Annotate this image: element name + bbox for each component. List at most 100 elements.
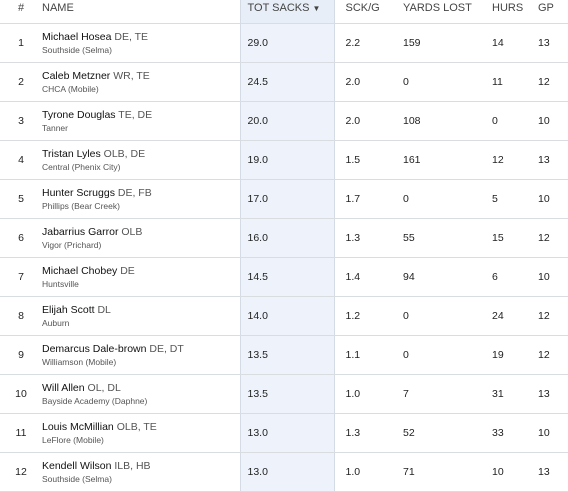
player-name-link[interactable]: Jabarrius Garror xyxy=(42,226,119,238)
player-position: DE xyxy=(120,265,135,277)
player-school-link[interactable]: Vigor (Prichard) xyxy=(42,240,102,250)
yards-lost-cell: 108 xyxy=(396,101,485,141)
yards-lost-header[interactable]: YARDS LOST xyxy=(396,0,485,24)
yards-lost-cell: 52 xyxy=(396,413,485,453)
sack-per-game-cell: 1.4 xyxy=(334,257,396,297)
tot-sacks-cell: 14.5 xyxy=(239,257,335,297)
yards-lost-cell: 161 xyxy=(396,140,485,180)
hurs-cell: 0 xyxy=(485,101,531,141)
player-cell: Jabarrius Garror OLB Vigor (Prichard) xyxy=(42,218,240,258)
rank-cell: 11 xyxy=(0,413,42,453)
player-school-link[interactable]: Southside (Selma) xyxy=(42,474,112,484)
player-name-link[interactable]: Michael Hosea xyxy=(42,31,112,43)
player-name-link[interactable]: Kendell Wilson xyxy=(42,460,112,472)
player-school-link[interactable]: Tanner xyxy=(42,123,68,133)
table-row: 1 Michael Hosea DE, TE Southside (Selma)… xyxy=(0,23,568,63)
player-cell: Tyrone Douglas TE, DE Tanner xyxy=(42,101,240,141)
rank-cell: 1 xyxy=(0,23,42,63)
hurs-cell: 33 xyxy=(485,413,531,453)
hurs-cell: 14 xyxy=(485,23,531,63)
gp-cell: 12 xyxy=(531,218,568,258)
player-position: DL xyxy=(97,304,111,316)
tot-sacks-cell: 13.5 xyxy=(239,374,335,414)
player-cell: Kendell Wilson ILB, HB Southside (Selma) xyxy=(42,452,240,492)
sack-per-game-cell: 2.0 xyxy=(334,101,396,141)
gp-cell: 10 xyxy=(531,101,568,141)
sack-per-game-cell: 1.3 xyxy=(334,218,396,258)
table-row: 10 Will Allen OL, DL Bayside Academy (Da… xyxy=(0,374,568,414)
sack-per-game-cell: 2.0 xyxy=(334,62,396,102)
rank-header[interactable]: # xyxy=(0,0,42,24)
tot-sacks-cell: 13.5 xyxy=(239,335,335,375)
player-school-link[interactable]: Central (Phenix City) xyxy=(42,162,121,172)
player-name-link[interactable]: Hunter Scruggs xyxy=(42,187,115,199)
player-name-link[interactable]: Demarcus Dale-brown xyxy=(42,343,147,355)
rank-cell: 10 xyxy=(0,374,42,414)
player-school-link[interactable]: CHCA (Mobile) xyxy=(42,84,99,94)
yards-lost-cell: 71 xyxy=(396,452,485,492)
hurs-header[interactable]: HURS xyxy=(485,0,531,24)
rank-cell: 8 xyxy=(0,296,42,336)
player-cell: Caleb Metzner WR, TE CHCA (Mobile) xyxy=(42,62,240,102)
sack-per-game-cell: 2.2 xyxy=(334,23,396,63)
player-school-link[interactable]: Southside (Selma) xyxy=(42,45,112,55)
hurs-cell: 15 xyxy=(485,218,531,258)
player-position: OLB, TE xyxy=(116,421,157,433)
table-row: 11 Louis McMillian OLB, TE LeFlore (Mobi… xyxy=(0,413,568,453)
gp-cell: 12 xyxy=(531,335,568,375)
sack-per-game-cell: 1.3 xyxy=(334,413,396,453)
table-row: 5 Hunter Scruggs DE, FB Phillips (Bear C… xyxy=(0,179,568,219)
gp-cell: 10 xyxy=(531,179,568,219)
hurs-cell: 31 xyxy=(485,374,531,414)
sort-descending-icon: ▼ xyxy=(312,4,321,13)
tot-sacks-cell: 13.0 xyxy=(239,452,335,492)
player-name-link[interactable]: Louis McMillian xyxy=(42,421,114,433)
tot-sacks-header-label: TOT SACKS xyxy=(247,2,310,14)
player-name-link[interactable]: Tristan Lyles xyxy=(42,148,101,160)
yards-lost-cell: 0 xyxy=(396,296,485,336)
rank-cell: 2 xyxy=(0,62,42,102)
player-name-link[interactable]: Will Allen xyxy=(42,382,85,394)
tot-sacks-cell: 24.5 xyxy=(239,62,335,102)
gp-cell: 13 xyxy=(531,374,568,414)
sack-per-game-cell: 1.1 xyxy=(334,335,396,375)
player-cell: Michael Chobey DE Huntsville xyxy=(42,257,240,297)
player-cell: Hunter Scruggs DE, FB Phillips (Bear Cre… xyxy=(42,179,240,219)
yards-lost-cell: 0 xyxy=(396,335,485,375)
player-name-link[interactable]: Tyrone Douglas xyxy=(42,109,116,121)
player-school-link[interactable]: Williamson (Mobile) xyxy=(42,357,117,367)
rank-cell: 7 xyxy=(0,257,42,297)
player-name-link[interactable]: Caleb Metzner xyxy=(42,70,111,82)
player-position: TE, DE xyxy=(118,109,153,121)
name-header[interactable]: NAME xyxy=(42,0,240,24)
player-school-link[interactable]: Phillips (Bear Creek) xyxy=(42,201,120,211)
tot-sacks-cell: 14.0 xyxy=(239,296,335,336)
player-position: OLB, DE xyxy=(103,148,146,160)
tot-sacks-header[interactable]: TOT SACKS ▼ xyxy=(239,0,335,24)
sack-per-game-cell: 1.7 xyxy=(334,179,396,219)
sack-per-game-header[interactable]: SCK/G xyxy=(334,0,396,24)
gp-cell: 12 xyxy=(531,62,568,102)
header-row: # NAME TOT SACKS ▼ SCK/G YARDS LOST HURS … xyxy=(0,0,568,24)
player-name-link[interactable]: Michael Chobey xyxy=(42,265,118,277)
player-school-link[interactable]: Bayside Academy (Daphne) xyxy=(42,396,148,406)
table-row: 3 Tyrone Douglas TE, DE Tanner 20.0 2.0 … xyxy=(0,101,568,141)
player-position: OLB xyxy=(121,226,143,238)
gp-cell: 13 xyxy=(531,140,568,180)
sack-per-game-cell: 1.2 xyxy=(334,296,396,336)
player-name-link[interactable]: Elijah Scott xyxy=(42,304,95,316)
yards-lost-cell: 159 xyxy=(396,23,485,63)
player-position: WR, TE xyxy=(113,70,150,82)
gp-cell: 10 xyxy=(531,257,568,297)
player-school-link[interactable]: Huntsville xyxy=(42,279,79,289)
player-school-link[interactable]: Auburn xyxy=(42,318,70,328)
hurs-cell: 6 xyxy=(485,257,531,297)
yards-lost-cell: 0 xyxy=(396,62,485,102)
hurs-cell: 12 xyxy=(485,140,531,180)
player-school-link[interactable]: LeFlore (Mobile) xyxy=(42,435,104,445)
tot-sacks-cell: 13.0 xyxy=(239,413,335,453)
player-cell: Demarcus Dale-brown DE, DT Williamson (M… xyxy=(42,335,240,375)
gp-header[interactable]: GP xyxy=(531,0,568,24)
tot-sacks-cell: 29.0 xyxy=(239,23,335,63)
yards-lost-cell: 94 xyxy=(396,257,485,297)
